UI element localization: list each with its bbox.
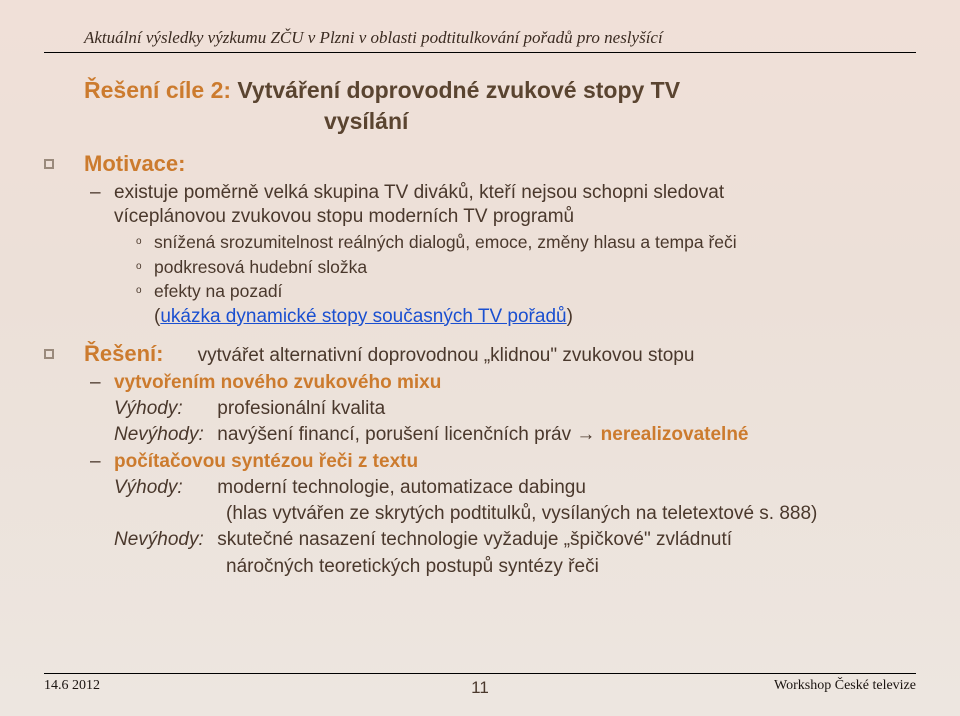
adv-label: Výhody:: [114, 476, 212, 500]
title-label: Řešení cíle 2:: [84, 77, 231, 103]
solution-a-dis-post: nerealizovatelné: [595, 424, 748, 445]
bullet-icon: [44, 159, 54, 169]
dis-label: Nevýhody:: [114, 528, 212, 552]
solution-b-title: počítačovou syntézou řeči z textu: [44, 450, 916, 474]
solution-b-adv-1-text: moderní technologie, automatizace dabing…: [217, 477, 586, 498]
bullet-icon: [44, 349, 54, 359]
motivation-line-1b: víceplánovou zvukovou stopu moderních TV…: [44, 205, 916, 229]
solution-heading-rest: vytvářet alternativní doprovodnou „klidn…: [170, 345, 695, 366]
solution-b-adv-1: Výhody: moderní technologie, automatizac…: [44, 476, 916, 500]
solution-a-dis: Nevýhody: navýšení financí, porušení lic…: [44, 423, 916, 447]
solution-a-title-text: vytvořením nového zvukového mixu: [114, 372, 441, 393]
footer-date: 14.6 2012: [44, 678, 100, 694]
motivation-sub-2: podkresová hudební složka: [44, 256, 916, 278]
motivation-sub-3: efekty na pozadí: [44, 280, 916, 302]
ukazka-link[interactable]: ukázka dynamické stopy současných TV poř…: [160, 306, 566, 327]
arrow-icon: →: [576, 424, 595, 445]
dis-label: Nevýhody:: [114, 423, 212, 447]
page-header: Aktuální výsledky výzkumu ZČU v Plzni v …: [44, 28, 916, 53]
slide-title: Řešení cíle 2: Vytváření doprovodné zvuk…: [44, 75, 916, 137]
solution-b-dis-1: Nevýhody: skutečné nasazení technologie …: [44, 528, 916, 552]
motivation-link-row: (ukázka dynamické stopy současných TV po…: [44, 305, 916, 329]
solution-a-adv: Výhody: profesionální kvalita: [44, 397, 916, 421]
solution-b-dis-1-text: skutečné nasazení technologie vyžaduje „…: [217, 529, 732, 550]
title-text-2: vysílání: [84, 108, 408, 134]
solution-heading: Řešení: vytvářet alternativní doprovodno…: [44, 339, 916, 369]
solution-b-dis-2: náročných teoretických postupů syntézy ř…: [44, 555, 916, 579]
paren-close: ): [567, 306, 573, 327]
motivation-heading-text: Motivace:: [84, 151, 185, 176]
solution-heading-text: Řešení:: [84, 341, 163, 366]
solution-a-dis-pre: navýšení financí, porušení licenčních pr…: [217, 424, 576, 445]
motivation-heading: Motivace:: [44, 149, 916, 179]
solution-b-adv-2: (hlas vytvářen ze skrytých podtitulků, v…: [44, 502, 916, 526]
title-text-1: Vytváření doprovodné zvukové stopy TV: [237, 77, 680, 103]
page-footer: 14.6 2012 11 Workshop České televize: [44, 673, 916, 694]
solution-b-title-text: počítačovou syntézou řeči z textu: [114, 451, 418, 472]
adv-label: Výhody:: [114, 397, 212, 421]
footer-page-number: 11: [471, 678, 489, 697]
motivation-line-1a: existuje poměrně velká skupina TV diváků…: [44, 181, 916, 205]
motivation-sub-1: snížená srozumitelnost reálných dialogů,…: [44, 231, 916, 253]
footer-workshop: Workshop České televize: [774, 678, 916, 694]
solution-a-title: vytvořením nového zvukového mixu: [44, 371, 916, 395]
solution-a-adv-text: profesionální kvalita: [217, 398, 385, 419]
